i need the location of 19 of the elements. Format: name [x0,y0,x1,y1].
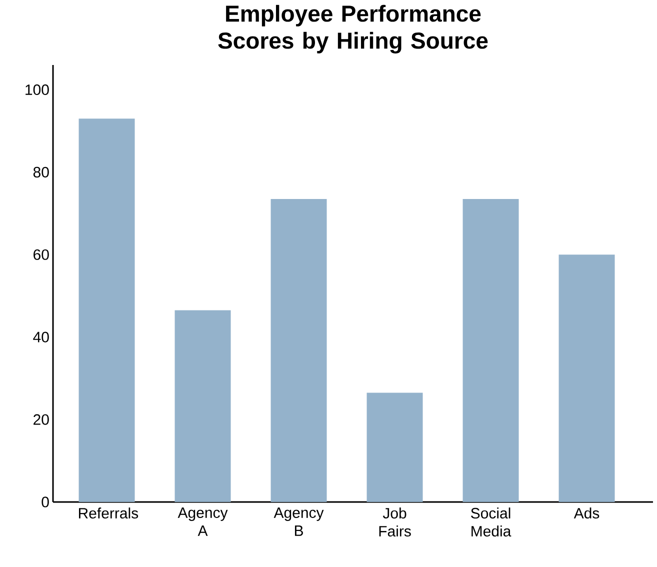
y-tick-label: 80 [33,166,49,178]
bar [78,118,135,502]
x-tick-label: Job Fairs [379,508,411,537]
bar [558,254,615,502]
bar [174,310,231,502]
bar [366,392,423,502]
x-tick-label: Social Media [471,508,512,537]
y-tick-label: 20 [34,414,49,425]
bar [462,198,519,502]
y-tick-label: 0 [42,496,49,508]
x-tick-label: Ads [574,508,600,519]
bar [270,198,327,502]
y-tick-label: 60 [34,249,49,260]
y-tick-label: 40 [33,332,49,342]
y-tick-label: 100 [26,84,49,96]
x-tick-label: Referrals [78,508,138,519]
x-tick-label: Agency B [274,508,324,536]
chart-title: Employee Performance Scores by Hiring Source [218,4,488,54]
x-tick-label: Agency A [178,508,228,536]
